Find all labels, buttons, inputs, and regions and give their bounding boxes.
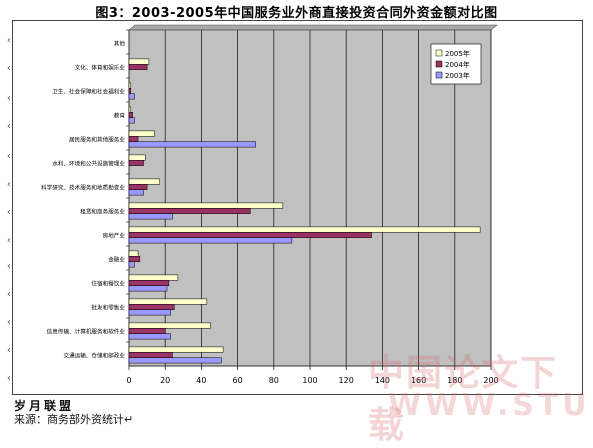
watermark-url: WWW.STUDA.NE — [388, 388, 593, 423]
category-label: 批发和零售业 — [91, 304, 125, 312]
category-label: 科学研究、技术服务和地质勘查业 — [41, 184, 125, 192]
bar — [128, 106, 132, 113]
category-label: 卫生、社会保障和社会福利业 — [52, 88, 125, 96]
category-label: 交通运输、仓储和邮政业 — [63, 352, 125, 360]
side-arrow-icon: ‹ — [6, 317, 13, 328]
page-title: 图3：2003-2005年中国服务业外商直接投资合同外资金额对比图 — [95, 6, 498, 21]
side-arrow-icon: ‹ — [6, 121, 13, 132]
bar — [128, 112, 133, 118]
side-arrow-icon: ‹ — [6, 289, 13, 300]
bar — [128, 357, 222, 364]
side-arrow-icon: ‹ — [6, 373, 13, 384]
legend-swatch — [435, 49, 443, 57]
x-tick-label: 180 — [447, 376, 462, 385]
category-label: 金融业 — [108, 256, 125, 264]
x-tick-label: 120 — [339, 376, 354, 385]
bar — [128, 136, 139, 142]
bar — [128, 178, 161, 185]
category-label: 房地产业 — [103, 232, 126, 240]
bar — [128, 202, 284, 209]
bar — [128, 346, 224, 353]
bar — [128, 82, 132, 89]
side-arrow-icon: ‹ — [6, 261, 13, 272]
bar — [128, 64, 148, 70]
x-tick-label: 200 — [483, 376, 498, 385]
side-arrow-icon: ‹ — [6, 63, 13, 74]
bar — [128, 309, 171, 316]
legend-label: 2004年 — [445, 60, 470, 69]
bar — [128, 298, 208, 305]
legend-swatch — [435, 60, 443, 68]
bar — [128, 285, 168, 292]
bar — [128, 189, 144, 196]
category-label: 教育 — [114, 112, 126, 120]
bar — [128, 261, 135, 268]
category-label: 租赁和商务服务业 — [80, 208, 125, 216]
category-label: 居民服务和其他服务业 — [69, 136, 125, 144]
source-text: 来源：商务部外资统计↵ — [14, 413, 134, 426]
bar — [128, 352, 173, 358]
bar — [128, 232, 372, 238]
legend-label: 2003年 — [445, 71, 470, 80]
bar — [128, 322, 211, 329]
bar — [128, 93, 135, 100]
bar — [128, 237, 293, 244]
bar — [128, 184, 148, 190]
bar — [128, 117, 135, 124]
bar — [128, 274, 179, 281]
bar — [128, 226, 481, 233]
x-tick-label: 140 — [375, 376, 390, 385]
bar — [128, 208, 251, 214]
side-arrow-icon: ‹ — [6, 151, 13, 162]
side-arrow-icon: ‹ — [6, 235, 13, 246]
bar — [128, 160, 144, 166]
bar — [128, 154, 146, 161]
bar — [128, 88, 132, 94]
bar — [128, 130, 155, 137]
legend-label: 2005年 — [445, 49, 470, 58]
bar — [128, 333, 171, 340]
bar — [128, 213, 173, 220]
x-tick-label: 100 — [302, 376, 317, 385]
category-label: 信息传输、计算机服务和软件业 — [47, 328, 126, 336]
side-arrow-icon: ‹ — [6, 179, 13, 190]
chart: 0 20 40 60 80 100 120 140 160 180 200 其他文化、体育和娱乐业卫生… — [12, 20, 583, 395]
side-arrow-icon: ‹ — [6, 207, 13, 218]
chart-frame — [12, 20, 583, 395]
x-tick-label: 20 — [160, 376, 170, 385]
side-arrow-icon: ‹ — [6, 345, 13, 356]
category-label: 住宿和餐饮业 — [91, 280, 125, 288]
bar — [128, 280, 170, 286]
x-tick-label: 160 — [411, 376, 426, 385]
category-label: 文化、体育和娱乐业 — [75, 64, 126, 72]
bar — [128, 250, 139, 257]
bar — [128, 256, 141, 262]
bar — [128, 58, 150, 65]
bar — [128, 304, 175, 310]
side-arrow-icon: ‹ — [6, 35, 13, 46]
category-label: 其他 — [114, 40, 126, 48]
x-tick-label: 80 — [269, 376, 279, 385]
x-tick-label: 40 — [196, 376, 206, 385]
x-tick-label: 0 — [126, 376, 131, 385]
x-tick-label: 60 — [233, 376, 243, 385]
side-arrow-icon: ‹ — [6, 93, 13, 104]
bar — [128, 328, 166, 334]
category-label: 水利、环境和公共设施管理业 — [52, 160, 125, 168]
bar — [128, 141, 256, 148]
source-brand: 岁月联盟 — [14, 399, 75, 413]
legend-swatch — [435, 71, 443, 79]
plot-top-wall — [128, 24, 498, 31]
